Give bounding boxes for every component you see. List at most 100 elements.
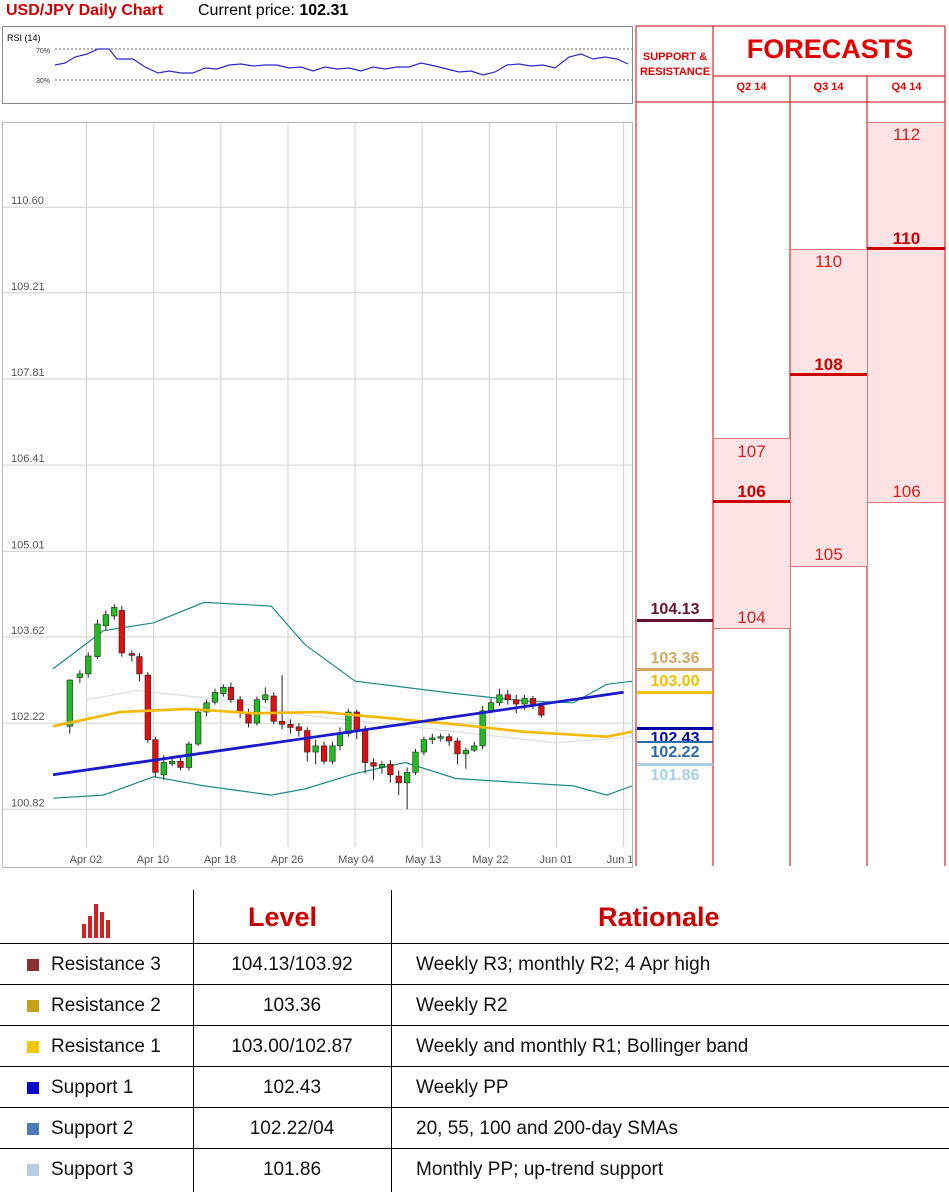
row-name: Resistance 2 <box>51 995 161 1016</box>
candle <box>85 652 92 678</box>
current-price-value: 102.31 <box>299 2 349 19</box>
candle-body <box>496 694 503 704</box>
candle-body <box>253 699 261 724</box>
candle <box>304 727 311 762</box>
color-swatch <box>27 1082 39 1094</box>
candle-body <box>329 745 336 762</box>
table-row: Resistance 1 103.00/102.87 Weekly and mo… <box>0 1025 949 1067</box>
candle-body <box>152 739 159 773</box>
candle-body <box>85 655 92 675</box>
y-tick-label: 100.82 <box>11 797 45 809</box>
price-chart: 112.00110.60109.21107.81106.41105.01103.… <box>2 109 640 868</box>
candle-body <box>404 772 411 784</box>
y-tick-label: 106.41 <box>11 453 45 465</box>
sr-line-s2 <box>637 741 713 743</box>
candle <box>262 687 269 703</box>
candle-body <box>513 699 520 705</box>
candle-body <box>538 705 545 716</box>
y-tick-label: 107.81 <box>11 367 45 379</box>
table-header-rationale: Rationale <box>598 902 720 932</box>
candle <box>253 696 261 726</box>
forecast-q3-high: 110 <box>814 252 843 271</box>
table-header-level: Level <box>248 902 318 932</box>
candle-body <box>387 764 394 776</box>
candle <box>136 652 143 682</box>
x-tick-label: Jun 10 <box>607 854 632 866</box>
candle-body <box>128 653 135 656</box>
candle <box>471 741 478 753</box>
candle <box>152 736 159 778</box>
current-price: Current price: 102.31 <box>198 2 348 20</box>
row-rationale: Weekly R3; monthly R2; 4 Apr high <box>416 954 711 975</box>
color-swatch <box>27 1164 39 1176</box>
candle-body <box>262 694 269 701</box>
bollinger-upper-line <box>52 601 633 704</box>
candle-body <box>378 764 386 768</box>
quarter-q2: Q2 14 <box>736 81 767 93</box>
candle-body <box>160 762 167 776</box>
rsi-label: RSI (14) <box>7 33 41 43</box>
forecast-range-q2 <box>713 438 791 629</box>
candle-body <box>227 687 234 701</box>
chart-title: USD/JPY Daily Chart <box>6 2 164 19</box>
candle <box>211 688 219 705</box>
forecast-q4-low: 106 <box>892 482 921 501</box>
forecast-main-marker-q4 <box>867 247 945 250</box>
candle-body <box>144 674 151 741</box>
forecast-main-marker-q3 <box>790 373 868 376</box>
candle-body <box>320 745 328 762</box>
sr-label-r2: 103.36 <box>650 650 700 667</box>
row-name: Support 2 <box>51 1118 134 1139</box>
candle <box>312 739 319 765</box>
candle-body <box>102 614 109 627</box>
quarter-q4: Q4 14 <box>891 81 922 93</box>
candle-body <box>462 749 469 755</box>
rsi-line <box>54 48 629 76</box>
candle-body <box>521 698 528 705</box>
x-tick-label: May 13 <box>405 854 441 866</box>
sr-line-r1 <box>637 691 713 694</box>
candle <box>118 606 125 657</box>
row-name: Support 3 <box>51 1159 134 1180</box>
sr-label-s2: 102.22 <box>650 744 700 761</box>
trend-line <box>52 690 624 777</box>
candle-body <box>211 692 219 703</box>
candle-body <box>195 711 202 745</box>
sr-line-r3 <box>637 619 713 622</box>
candle <box>203 699 210 717</box>
forecasts-title: FORECASTS <box>746 34 914 64</box>
color-swatch <box>27 1041 39 1053</box>
candle-body <box>445 736 453 742</box>
candle <box>404 767 411 810</box>
candle <box>66 679 73 734</box>
x-tick-label: Apr 02 <box>70 854 102 866</box>
candle <box>111 604 118 620</box>
candle-body <box>429 737 436 741</box>
candle-body <box>278 720 286 725</box>
candle-body <box>203 702 210 713</box>
price-chart-svg: 112.00110.60109.21107.81106.41105.01103.… <box>3 109 640 866</box>
candle <box>76 670 83 684</box>
candle <box>513 694 520 714</box>
row-name: Resistance 1 <box>51 1036 161 1057</box>
color-swatch <box>27 959 39 971</box>
sma-line <box>52 707 633 739</box>
candle-body <box>287 724 294 728</box>
bar-chart-icon <box>82 904 110 938</box>
candle <box>420 736 427 756</box>
y-tick-label: 103.62 <box>11 625 45 637</box>
candle-body <box>66 679 73 727</box>
candle <box>144 672 151 743</box>
forecast-q2-main: 106 <box>737 482 766 501</box>
row-rationale: Weekly PP <box>416 1077 509 1098</box>
x-tick-label: May 22 <box>472 854 508 866</box>
candle <box>387 760 394 783</box>
candle <box>295 723 302 737</box>
y-tick-label: 109.21 <box>11 281 45 293</box>
row-level: 102.22/04 <box>249 1118 335 1139</box>
sr-title-line2: RESISTANCE <box>639 66 711 78</box>
candle <box>278 675 286 730</box>
candle <box>445 733 453 746</box>
forecast-q2-high: 107 <box>737 442 766 461</box>
candle-body <box>94 623 101 657</box>
